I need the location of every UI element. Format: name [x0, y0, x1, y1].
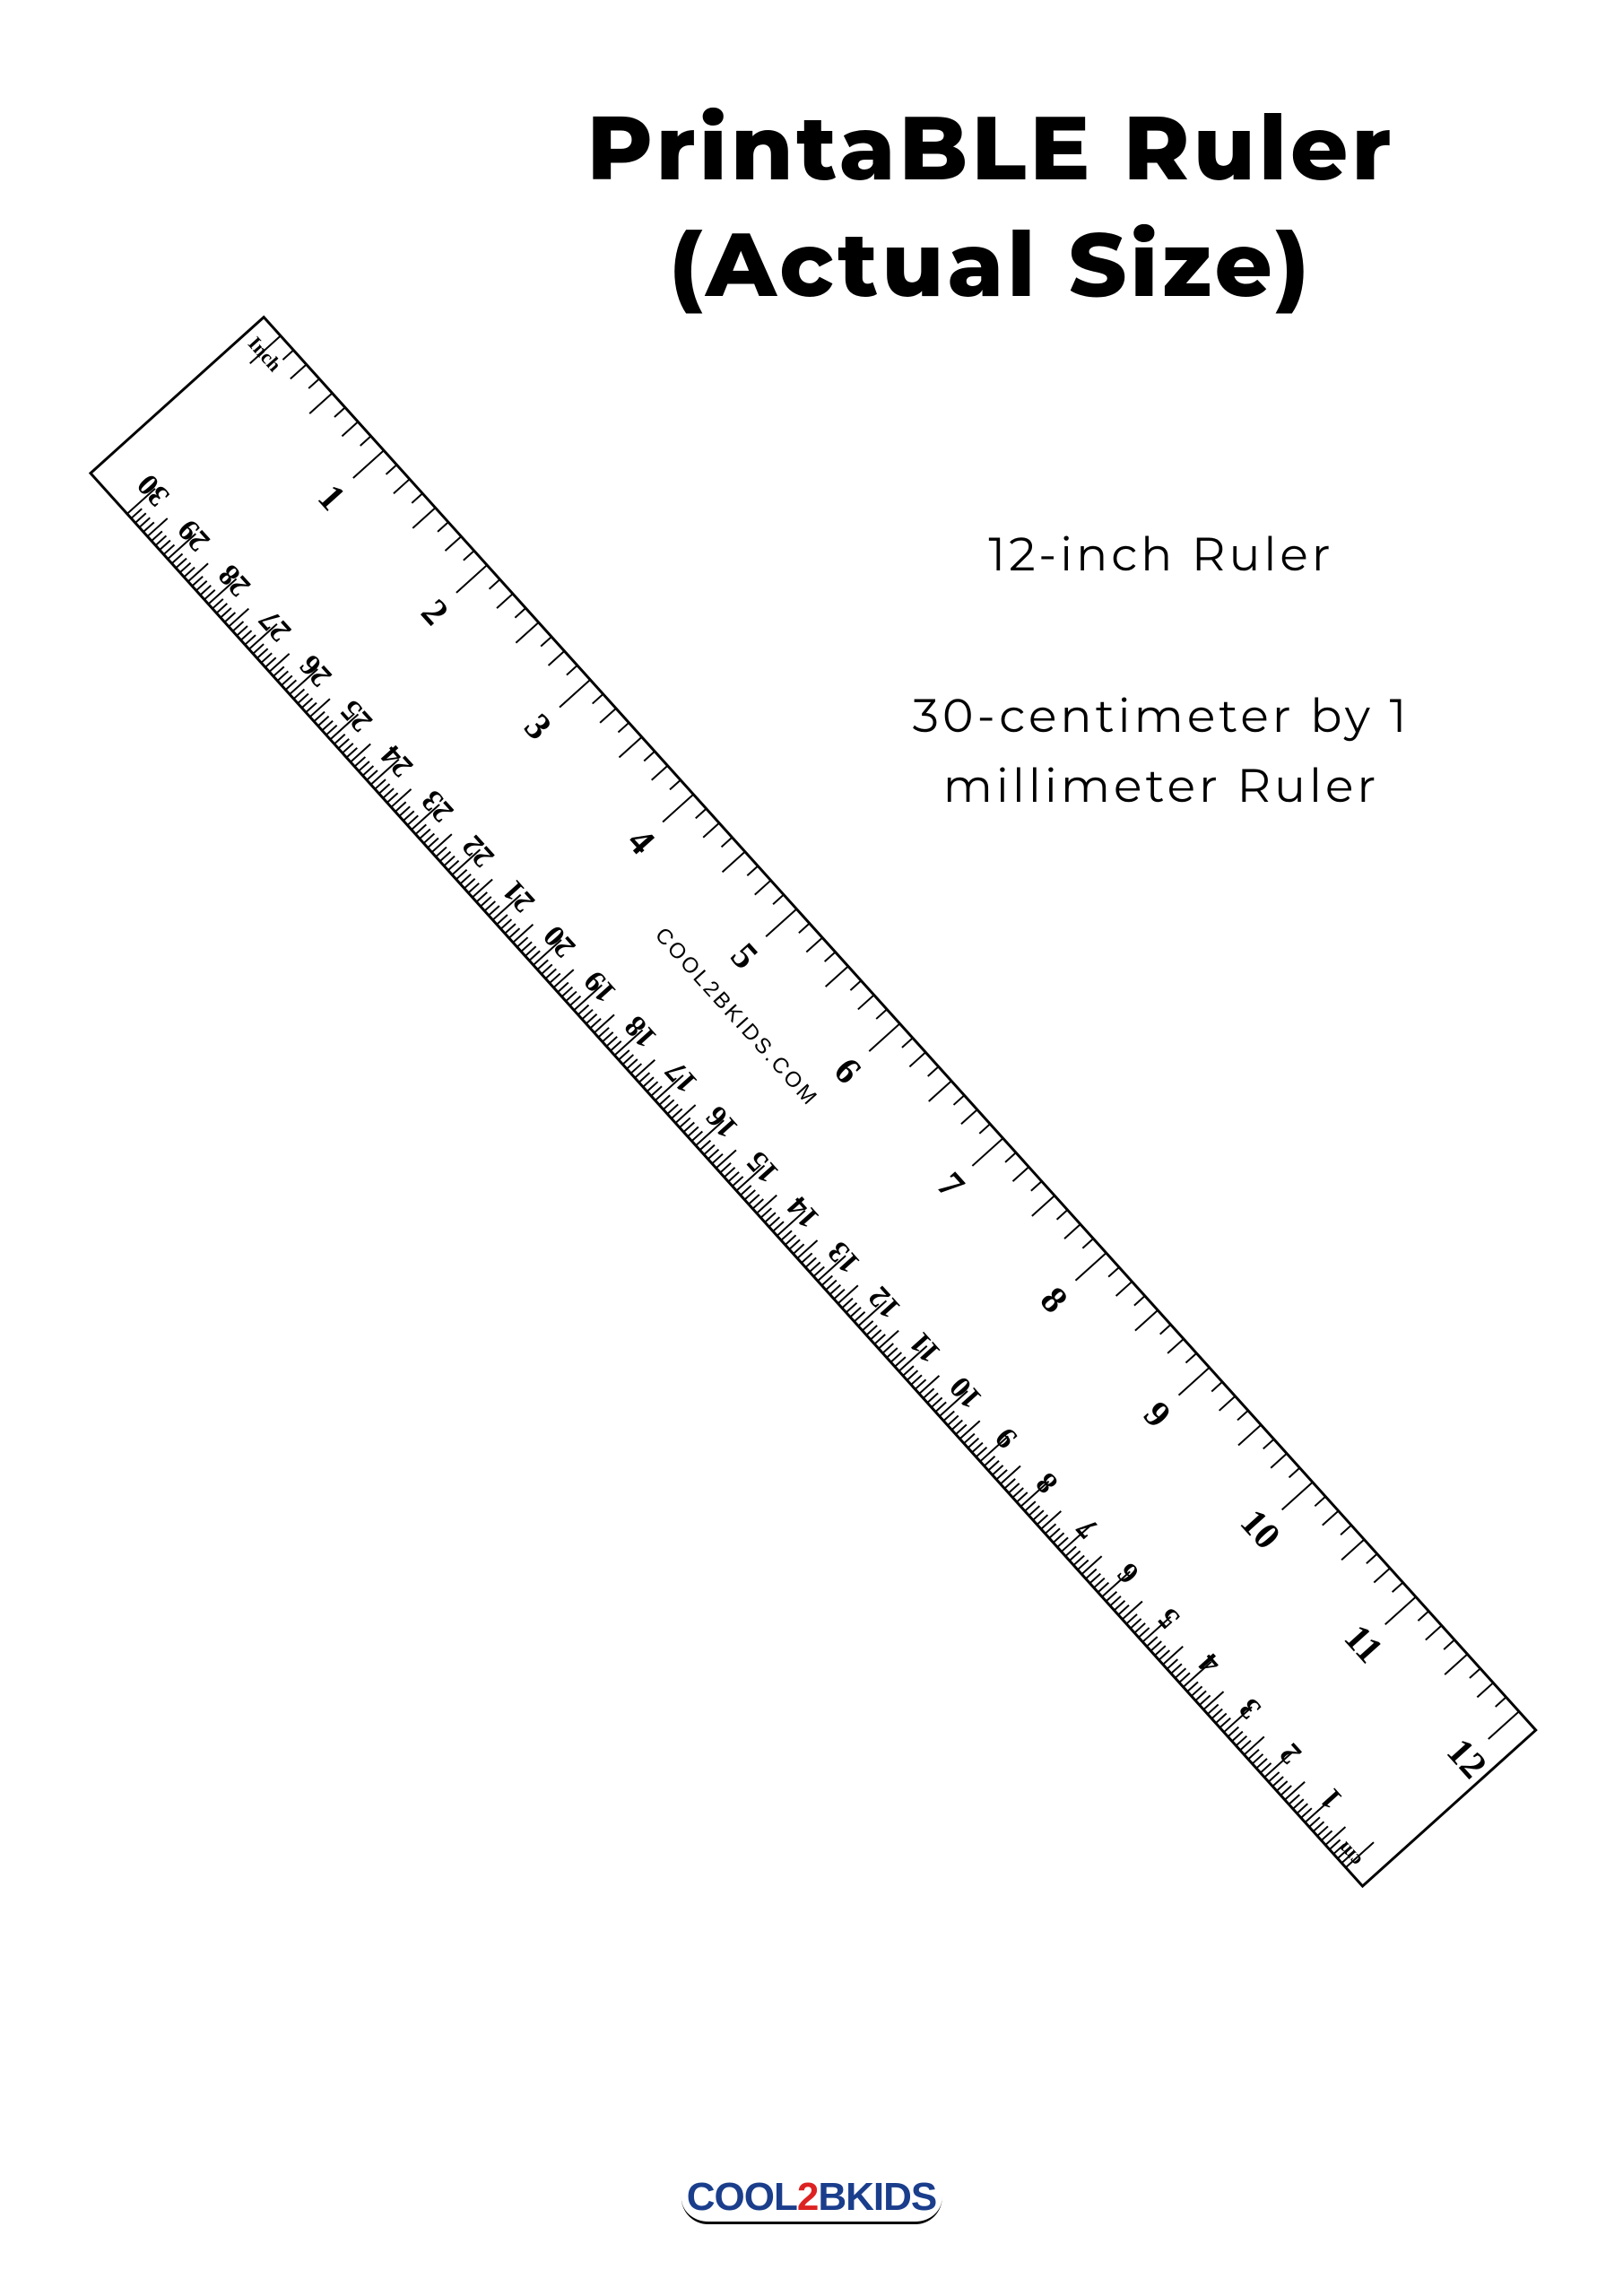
page-title: PrintaBLE Ruler (Actual Size): [430, 90, 1551, 323]
title-line-1: PrintaBLE Ruler: [430, 90, 1551, 206]
subtitle-inch: 12-inch Ruler: [807, 520, 1515, 590]
site-logo: COOL2BKIDS: [681, 2175, 942, 2224]
title-line-2: (Actual Size): [430, 206, 1551, 323]
subtitle-cm: 30-centimeter by 1 millimeter Ruler: [807, 682, 1515, 822]
